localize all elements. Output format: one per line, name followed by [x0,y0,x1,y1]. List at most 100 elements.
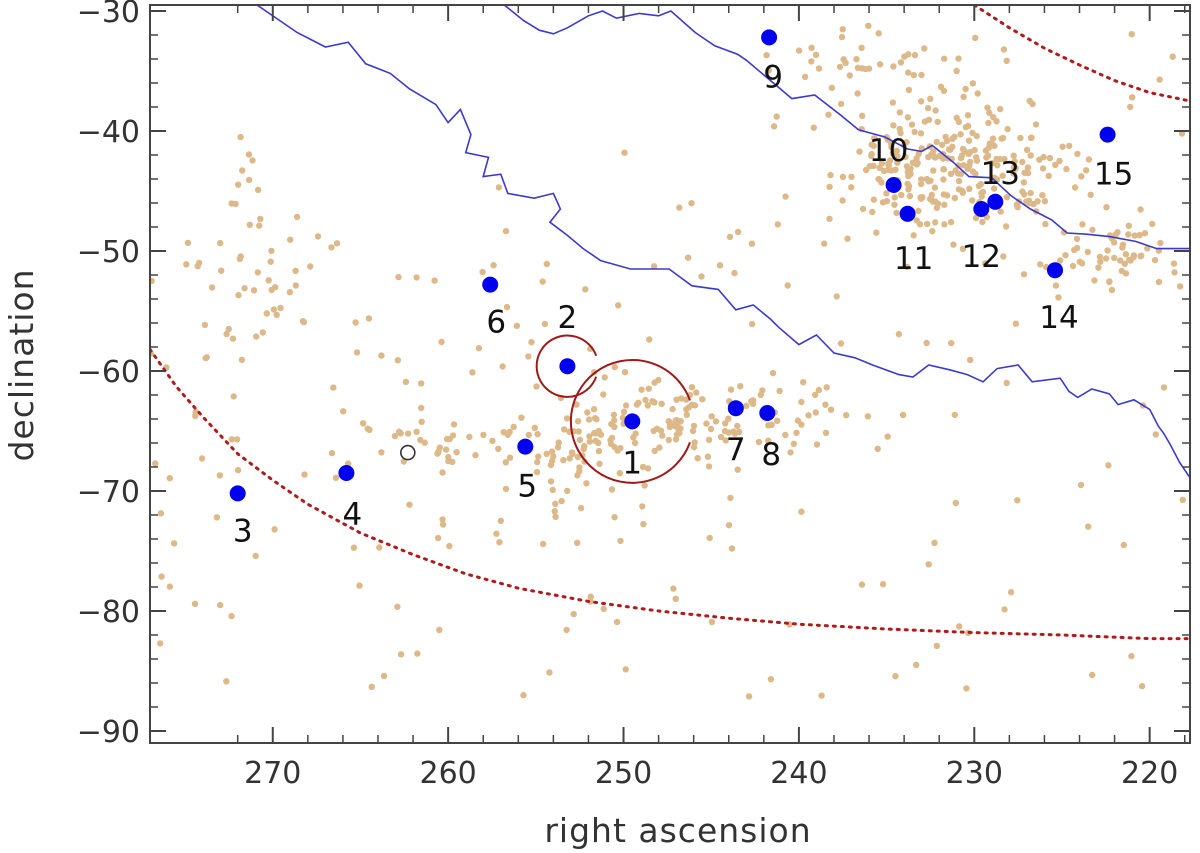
catalog-point [611,363,618,371]
catalog-point [1152,431,1160,438]
catalog-point [888,140,895,148]
catalog-point [853,56,860,63]
catalog-point [631,439,639,447]
catalog-point [330,384,337,391]
catalog-point [328,449,336,457]
catalog-point [725,522,733,529]
catalog-point [722,437,729,444]
catalog-point [184,239,192,247]
catalog-point [812,51,820,58]
error-circle [569,359,691,484]
catalog-point [1003,57,1010,64]
catalog-point [547,478,555,485]
catalog-point [528,339,535,346]
catalog-point [1023,146,1031,153]
catalog-point [1111,254,1118,262]
catalog-point [755,438,763,446]
catalog-point [566,455,573,462]
catalog-point [435,448,442,455]
catalog-point [759,387,766,394]
catalog-point [793,429,800,436]
source-3-label: 3 [233,513,253,549]
catalog-point [918,71,925,79]
catalog-point [356,582,363,589]
catalog-point [994,162,1001,169]
catalog-point [277,304,284,312]
catalog-point [1157,239,1164,247]
catalog-point [574,453,582,461]
x-tick-label: 240 [770,756,827,791]
catalog-point [359,420,367,427]
catalog-point [839,197,846,204]
catalog-point [1073,235,1081,243]
catalog-point [953,67,960,75]
catalog-point [593,416,600,423]
catalog-point [622,402,630,409]
catalog-point [999,172,1006,179]
catalog-point [271,526,278,533]
catalog-point [673,396,680,403]
catalog-point [986,109,993,117]
catalog-point [905,69,912,76]
catalog-point [287,236,294,243]
catalog-point [238,356,246,364]
catalog-point [402,378,410,385]
catalog-point [1096,253,1104,261]
catalog-point [921,118,929,125]
catalog-point [446,542,453,550]
catalog-point [982,260,989,267]
catalog-point [438,338,445,346]
catalog-point [858,44,865,51]
catalog-point [333,240,341,247]
catalog-point [1169,53,1176,60]
catalog-point [439,521,447,528]
catalog-point [150,277,155,285]
error-circle [535,334,598,398]
catalog-point [245,151,253,158]
catalog-point [734,466,741,473]
catalog-point [1156,76,1163,83]
error-circles [400,334,691,484]
catalog-point [641,482,648,489]
catalog-point [707,425,715,433]
catalog-point [413,274,420,281]
catalog-point [812,409,819,416]
y-axis-title: declination [2,268,41,461]
catalog-point [811,391,819,399]
catalog-point [964,112,972,119]
catalog-point [642,396,649,404]
catalog-point [956,623,963,630]
catalog-point [229,335,237,342]
catalog-point [552,513,559,521]
catalog-point [896,109,903,116]
catalog-point [475,345,483,352]
catalog-point [947,170,955,178]
catalog-point [611,417,618,424]
catalog-point [1030,200,1037,208]
catalog-point [949,143,956,150]
catalog-point [876,61,884,68]
catalog-point [876,176,883,183]
catalog-point [800,379,807,386]
catalog-point [960,93,967,101]
catalog-point [541,320,549,328]
catalog-point [639,463,647,471]
catalog-point [712,418,720,425]
x-tick-label: 260 [420,756,477,791]
source-13-marker [987,193,1004,210]
catalog-point [966,185,973,192]
catalog-point [859,112,866,120]
catalog-point [896,125,903,133]
catalog-point [748,320,756,328]
catalog-point [893,147,900,154]
catalog-point [493,530,500,537]
catalog-point [891,201,898,208]
catalog-point [813,441,821,448]
catalog-point [497,517,504,524]
catalog-point [721,427,729,435]
catalog-point [925,561,932,568]
catalog-point [1059,143,1066,150]
catalog-point [734,422,741,430]
catalog-point [1104,247,1111,254]
catalog-point [822,429,830,436]
